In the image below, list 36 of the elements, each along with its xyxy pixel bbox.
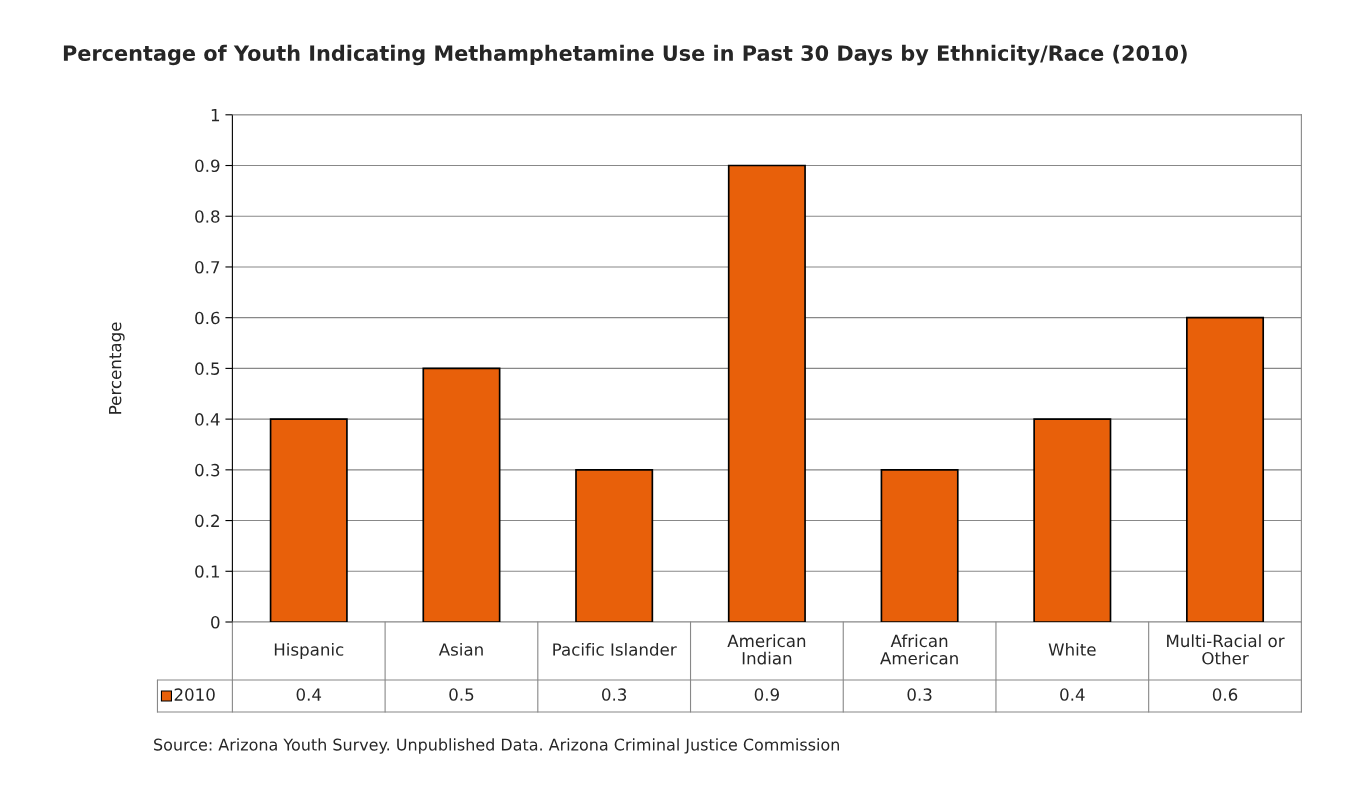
bar: [727, 164, 806, 622]
source-note: Source: Arizona Youth Survey. Unpublished Data. Arizona Criminal Justice Commission: [154, 738, 839, 754]
y-tick-label: 0.7: [195, 260, 220, 274]
x-tick-label: Pacific Islander: [553, 642, 677, 656]
data-label: 0.4: [296, 688, 322, 701]
x-tick-label: American Indian: [727, 634, 806, 665]
y-tick-label: 0: [211, 615, 220, 629]
x-tick-label: African American: [880, 634, 958, 665]
y-tick-label: 0.1: [195, 565, 220, 578]
data-label: 0.9: [754, 688, 779, 701]
legend-label: 2010: [174, 688, 215, 701]
data-label: 0.4: [1060, 688, 1085, 701]
bar: [1033, 418, 1112, 622]
x-tick-label: Hispanic: [274, 642, 344, 660]
y-tick-label: 0.2: [195, 514, 219, 528]
y-tick-label: 1: [211, 108, 220, 122]
data-label: 0.6: [1212, 688, 1238, 701]
bar: [422, 367, 501, 622]
bar: [575, 469, 654, 622]
x-tick-label: White: [1048, 642, 1096, 656]
bar: [1186, 316, 1265, 622]
data-label: 0.5: [449, 688, 474, 701]
x-tick-label: Asian: [438, 642, 483, 656]
y-tick-label: 0.3: [195, 463, 220, 477]
chart-title: Percentage of Youth Indicating Methamphetamine Use in Past 30 Days by Ethnicity/Race (2010): [63, 44, 1187, 66]
data-label: 0.3: [907, 688, 932, 701]
bar: [269, 418, 348, 622]
x-tick-label: Multi-Racial or Other: [1167, 634, 1285, 665]
y-tick-label: 0.5: [195, 362, 220, 375]
y-tick-label: 0.8: [195, 210, 220, 223]
y-axis-title: Percentage: [109, 322, 125, 414]
y-tick-label: 0.4: [195, 413, 220, 426]
bar: [880, 469, 959, 622]
y-tick-label: 0.6: [195, 311, 220, 325]
data-label: 0.3: [602, 688, 627, 701]
y-tick-label: 0.9: [195, 159, 220, 173]
